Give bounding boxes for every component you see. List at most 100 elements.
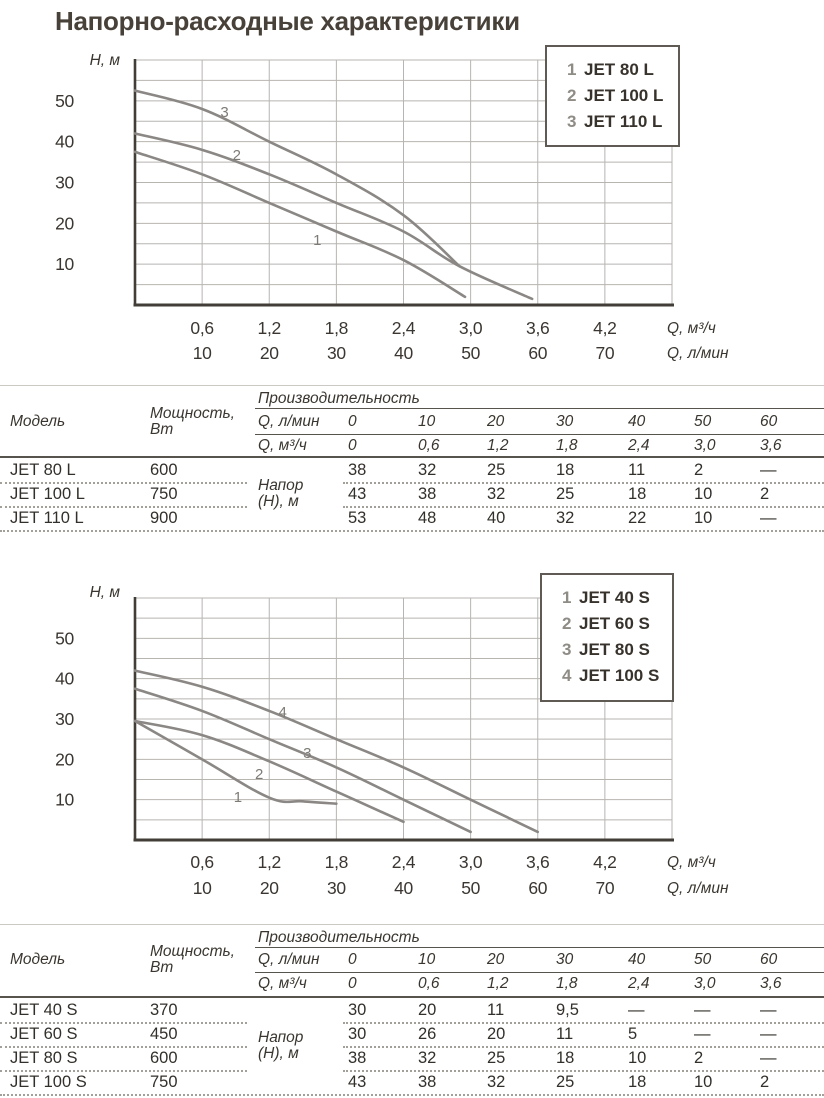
legend-item-label: JET 110 L: [584, 112, 663, 131]
column-header-q-lmin: Q, л/мин: [258, 413, 320, 430]
q-m3h-value: 3,6: [760, 975, 782, 992]
header-rule: [255, 408, 824, 409]
head-value-cell: 32: [556, 509, 575, 527]
head-value-cell: —: [628, 1001, 645, 1019]
y-tick-label: 50: [55, 91, 74, 111]
q-m3h-value: 1,8: [556, 975, 578, 992]
head-value-cell: 10: [628, 1049, 647, 1067]
legend-item-number: 3: [562, 640, 572, 659]
head-value-cell: —: [760, 1049, 777, 1067]
x-tick-m3h: 3,6: [526, 318, 549, 338]
q-lmin-value: 60: [760, 951, 778, 968]
power-cell: 370: [150, 1001, 178, 1019]
model-cell: JET 100 S: [10, 1073, 87, 1091]
curve-jet-60-s: [133, 719, 405, 824]
model-cell: JET 80 S: [10, 1049, 78, 1067]
legend-item-jet-80-l: 1 JET 80 L: [567, 57, 678, 83]
x-tick-lmin: 20: [260, 878, 279, 898]
x-tick-m3h: 1,8: [325, 852, 348, 872]
head-value-cell: 11: [628, 461, 646, 479]
q-lmin-value: 10: [418, 951, 436, 968]
x-tick-lmin: 40: [394, 343, 413, 363]
curve-number-label: 4: [279, 704, 287, 721]
column-header-model: Модель: [10, 951, 66, 968]
power-cell: 900: [150, 509, 178, 527]
q-lmin-value: 50: [694, 413, 712, 430]
q-lmin-value: 20: [487, 951, 505, 968]
x-tick-m3h: 0,6: [190, 318, 213, 338]
curve-number-label: 1: [234, 789, 242, 806]
row-separator: [343, 1070, 824, 1072]
y-tick-label: 30: [55, 709, 74, 729]
head-value-cell: 32: [418, 1049, 437, 1067]
head-value-cell: 10: [694, 1073, 713, 1091]
x-tick-lmin: 70: [595, 878, 614, 898]
curve-jet-100-s: [133, 669, 540, 834]
row-separator: [0, 482, 247, 484]
legend-item-label: JET 80 S: [579, 640, 650, 659]
head-value-cell: 2: [694, 1049, 704, 1067]
x-tick-m3h: 2,4: [392, 852, 416, 872]
x-tick-lmin: 30: [327, 343, 346, 363]
q-m3h-value: 1,8: [556, 437, 578, 454]
x-tick-m3h: 0,6: [190, 852, 213, 872]
column-header-q-lmin: Q, л/мин: [258, 951, 320, 968]
q-lmin-value: 0: [348, 951, 357, 968]
head-value-cell: 30: [348, 1025, 367, 1043]
header-rule: [255, 947, 824, 948]
q-m3h-value: 3,6: [760, 437, 782, 454]
x-tick-m3h: 3,0: [459, 852, 483, 872]
legend-item-label: JET 100 S: [579, 666, 660, 685]
head-value-cell: 26: [418, 1025, 437, 1043]
head-value-cell: 11: [487, 1001, 505, 1019]
x-tick-m3h: 3,6: [526, 852, 549, 872]
q-lmin-value: 10: [418, 413, 436, 430]
x-tick-lmin: 10: [193, 343, 212, 363]
q-m3h-value: 3,0: [694, 975, 716, 992]
row-separator: [343, 1022, 824, 1024]
q-m3h-value: 1,2: [487, 975, 509, 992]
row-separator: [343, 1046, 824, 1048]
legend-item-number: 1: [567, 60, 577, 79]
head-value-cell: 32: [487, 485, 506, 503]
head-value-cell: 2: [760, 1073, 770, 1091]
x-axis-label-m3h: Q, м³/ч: [667, 320, 716, 337]
x-axis-label-m3h: Q, м³/ч: [667, 854, 716, 871]
x-tick-m3h: 2,4: [392, 318, 416, 338]
y-tick-label: 40: [55, 132, 74, 152]
head-value-cell: 20: [418, 1001, 437, 1019]
column-header-capacity: Производительность: [258, 929, 420, 946]
y-tick-label: 10: [55, 254, 74, 274]
head-value-cell: 10: [694, 509, 713, 527]
model-cell: JET 110 L: [10, 509, 84, 527]
head-value-cell: —: [694, 1025, 711, 1043]
header-bottom-rule: [0, 996, 824, 998]
row-separator: [343, 506, 824, 508]
column-header-q-m3h: Q, м³/ч: [258, 437, 307, 454]
model-cell: JET 60 S: [10, 1025, 78, 1043]
q-lmin-value: 40: [628, 951, 646, 968]
head-value-cell: 9,5: [556, 1001, 579, 1019]
table-top-rule: [0, 385, 824, 386]
legend-item-number: 1: [562, 588, 572, 607]
legend-item-label: JET 80 L: [584, 60, 654, 79]
model-cell: JET 40 S: [10, 1001, 78, 1019]
head-value-cell: 18: [628, 1073, 647, 1091]
page-title: Напорно-расходные характеристики: [55, 6, 520, 36]
head-value-cell: 38: [418, 1073, 437, 1091]
head-value-cell: 25: [556, 485, 575, 503]
head-value-cell: 2: [760, 485, 770, 503]
head-value-cell: 32: [418, 461, 437, 479]
y-axis-label: Н, м: [90, 52, 121, 69]
header-rule: [255, 972, 824, 973]
head-value-cell: 18: [628, 485, 647, 503]
table-bottom-rule: [0, 530, 824, 532]
x-tick-m3h: 1,2: [258, 852, 281, 872]
head-value-cell: 11: [556, 1025, 574, 1043]
x-tick-m3h: 1,2: [258, 318, 281, 338]
q-m3h-value: 0: [348, 975, 357, 992]
head-value-cell: 38: [348, 1049, 367, 1067]
head-value-cell: 18: [556, 461, 575, 479]
y-axis-label: Н, м: [90, 584, 121, 601]
row-separator: [0, 506, 247, 508]
